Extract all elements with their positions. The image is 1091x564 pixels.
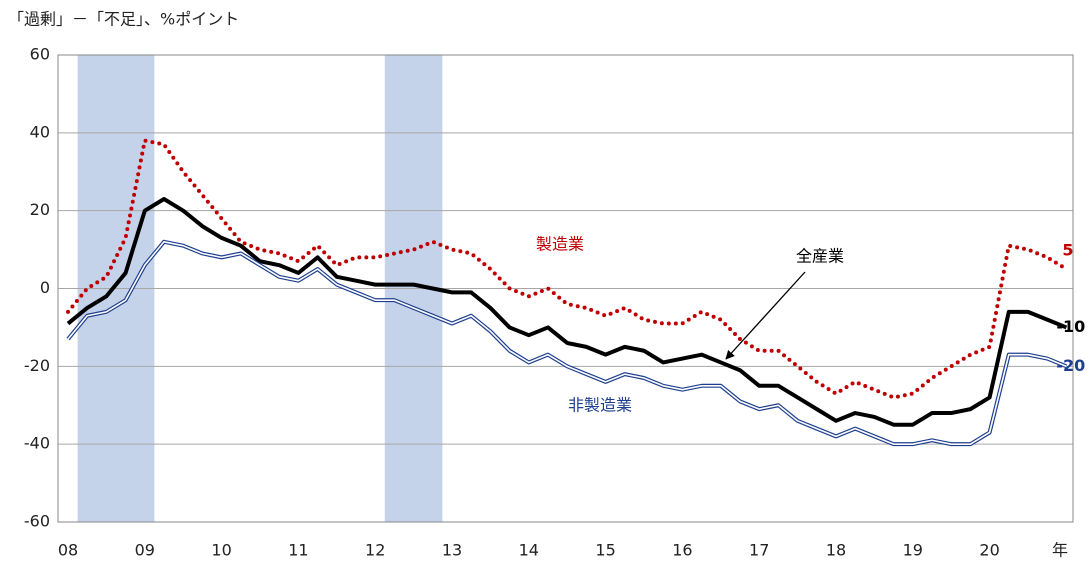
x-tick-label: 17	[749, 541, 769, 560]
series-label: 製造業	[536, 235, 584, 254]
x-tick-label: 13	[442, 541, 462, 560]
x-tick-label: 18	[826, 541, 846, 560]
x-tick-label: 15	[595, 541, 615, 560]
x-tick-label: 20	[979, 541, 999, 560]
series-line-inner	[67, 241, 1067, 445]
x-tick-label: 16	[672, 541, 692, 560]
x-tick-label: 08	[58, 541, 78, 560]
x-tick-label: 14	[519, 541, 539, 560]
y-tick-label: -40	[24, 434, 50, 453]
y-tick-label: -60	[24, 512, 50, 531]
plot-frame	[57, 54, 1074, 523]
y-tick-label: 40	[30, 122, 50, 141]
series-label: 非製造業	[568, 396, 632, 415]
series-line	[66, 196, 1068, 427]
x-tick-label: 19	[903, 541, 923, 560]
series-line	[66, 138, 1069, 400]
annotation-arrow	[725, 271, 806, 360]
y-tick-label: 60	[30, 45, 50, 64]
x-tick-label: 09	[135, 541, 155, 560]
x-tick-label: 12	[365, 541, 385, 560]
y-tick-label: -20	[24, 356, 50, 375]
y-tick-label: 0	[40, 278, 50, 297]
x-unit: 年	[1052, 541, 1068, 560]
axis-title: 「過剰」－「不足」、%ポイント	[8, 10, 239, 29]
series-label: 全産業	[796, 247, 844, 266]
end-value-label: 5	[1062, 241, 1073, 260]
y-tick-label: 20	[30, 200, 50, 219]
end-value-label: -10	[1056, 317, 1085, 336]
end-value-label: -20	[1056, 356, 1085, 375]
x-tick-label: 10	[211, 541, 231, 560]
x-tick-label: 11	[288, 541, 308, 560]
